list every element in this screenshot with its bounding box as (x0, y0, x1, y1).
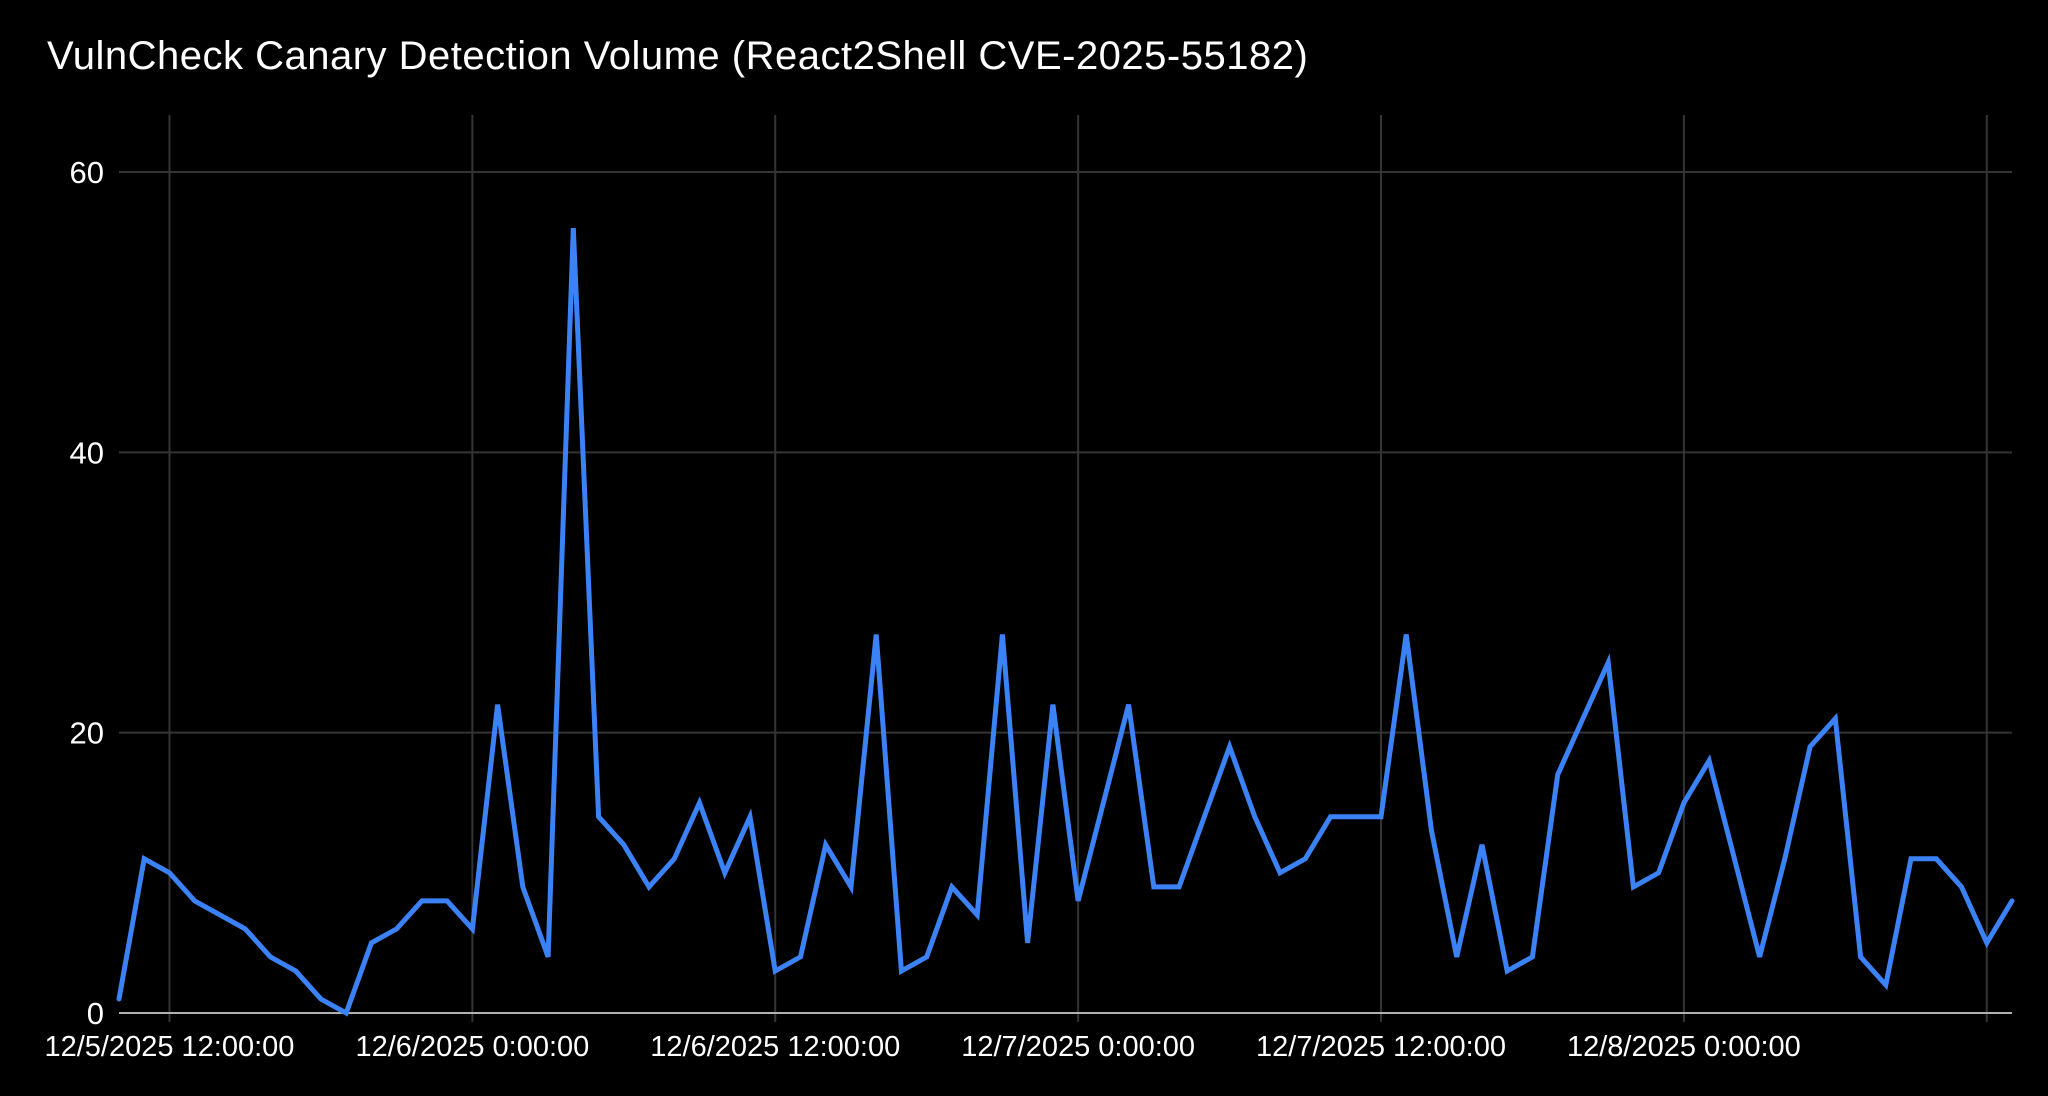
x-tick-label: 12/8/2025 0:00:00 (1567, 1031, 1801, 1063)
y-tick-label: 40 (70, 435, 104, 470)
x-tick-label: 12/6/2025 0:00:00 (355, 1031, 589, 1063)
y-tick-label: 0 (87, 996, 104, 1031)
detection-volume-line (116, 227, 2015, 1017)
y-tick-label: 20 (70, 716, 104, 751)
y-tick-label: 60 (70, 155, 104, 190)
chart-title: VulnCheck Canary Detection Volume (React… (47, 34, 1309, 78)
x-tick-label: 12/6/2025 12:00:00 (650, 1031, 900, 1063)
x-tick-label: 12/7/2025 0:00:00 (961, 1031, 1195, 1063)
x-tick-label: 12/7/2025 12:00:00 (1256, 1031, 1506, 1063)
x-tick-label: 12/5/2025 12:00:00 (44, 1031, 294, 1063)
